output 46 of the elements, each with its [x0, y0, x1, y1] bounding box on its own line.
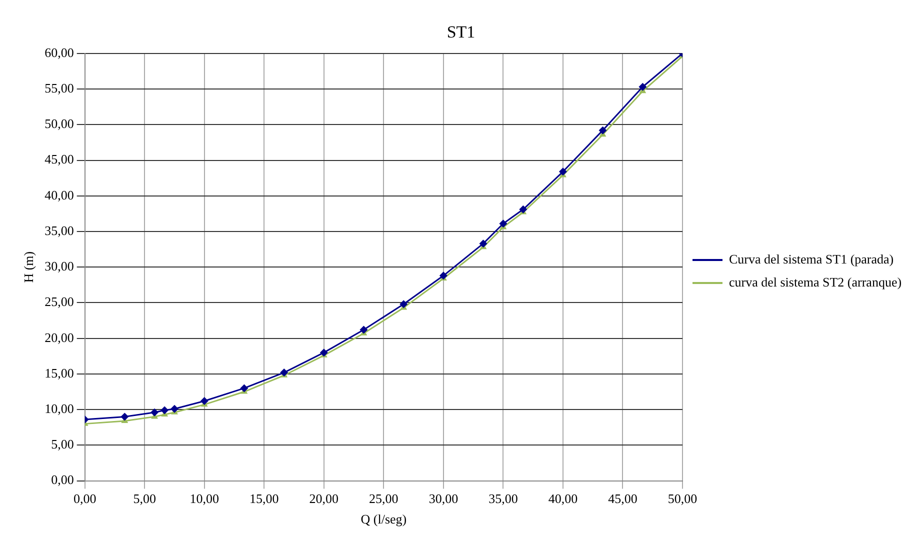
x-tick-label: 35,00	[488, 491, 518, 506]
y-tick-label: 10,00	[44, 400, 74, 416]
x-axis-title: Q (l/seg)	[360, 512, 407, 527]
point	[320, 348, 328, 357]
x-tick-label: 30,00	[428, 491, 458, 506]
chart-title: ST1	[446, 22, 476, 42]
y-tick-label: 40,00	[44, 187, 74, 202]
legend-label: Curva del sistema ST1 (parada)	[729, 251, 894, 266]
y-tick-label: 0,00	[51, 472, 74, 488]
y-axis-title: H (m)	[21, 251, 36, 283]
x-tick-label: 10,00	[190, 491, 220, 506]
y-tick-label: 15,00	[44, 365, 74, 380]
point	[150, 408, 159, 416]
x-tick-label: 20,00	[309, 491, 339, 506]
y-tick-label: 35,00	[44, 222, 74, 238]
y-tick-label: 45,00	[44, 152, 74, 167]
point	[558, 168, 567, 176]
y-tick-label: 55,00	[44, 80, 74, 96]
point	[160, 406, 169, 414]
y-tick-label: 60,00	[44, 44, 74, 60]
y-tick-label: 5,00	[51, 436, 74, 452]
point	[598, 126, 607, 134]
point	[400, 300, 408, 308]
y-tick-label: 25,00	[44, 294, 74, 310]
point	[499, 220, 508, 228]
legend-label: curva del sistema ST2 (arranque)	[729, 274, 902, 290]
x-tick-label: 5,00	[133, 491, 156, 506]
x-tick-label: 15,00	[250, 491, 279, 506]
x-tick-label: 0,00	[73, 491, 96, 506]
x-tick-label: 25,00	[369, 491, 398, 506]
point	[200, 397, 208, 406]
y-tick-label: 20,00	[44, 330, 74, 345]
x-tick-label: 40,00	[548, 491, 578, 506]
point	[280, 368, 288, 377]
point	[120, 412, 129, 421]
point	[638, 82, 647, 91]
point	[240, 384, 248, 392]
point	[479, 240, 488, 248]
point	[360, 326, 368, 334]
x-tick-label: 45,00	[608, 491, 638, 506]
point	[170, 404, 178, 413]
point	[439, 272, 448, 280]
y-tick-label: 50,00	[44, 116, 74, 132]
y-tick-label: 30,00	[44, 258, 74, 274]
x-tick-label: 50,00	[668, 491, 698, 506]
point	[519, 205, 528, 214]
